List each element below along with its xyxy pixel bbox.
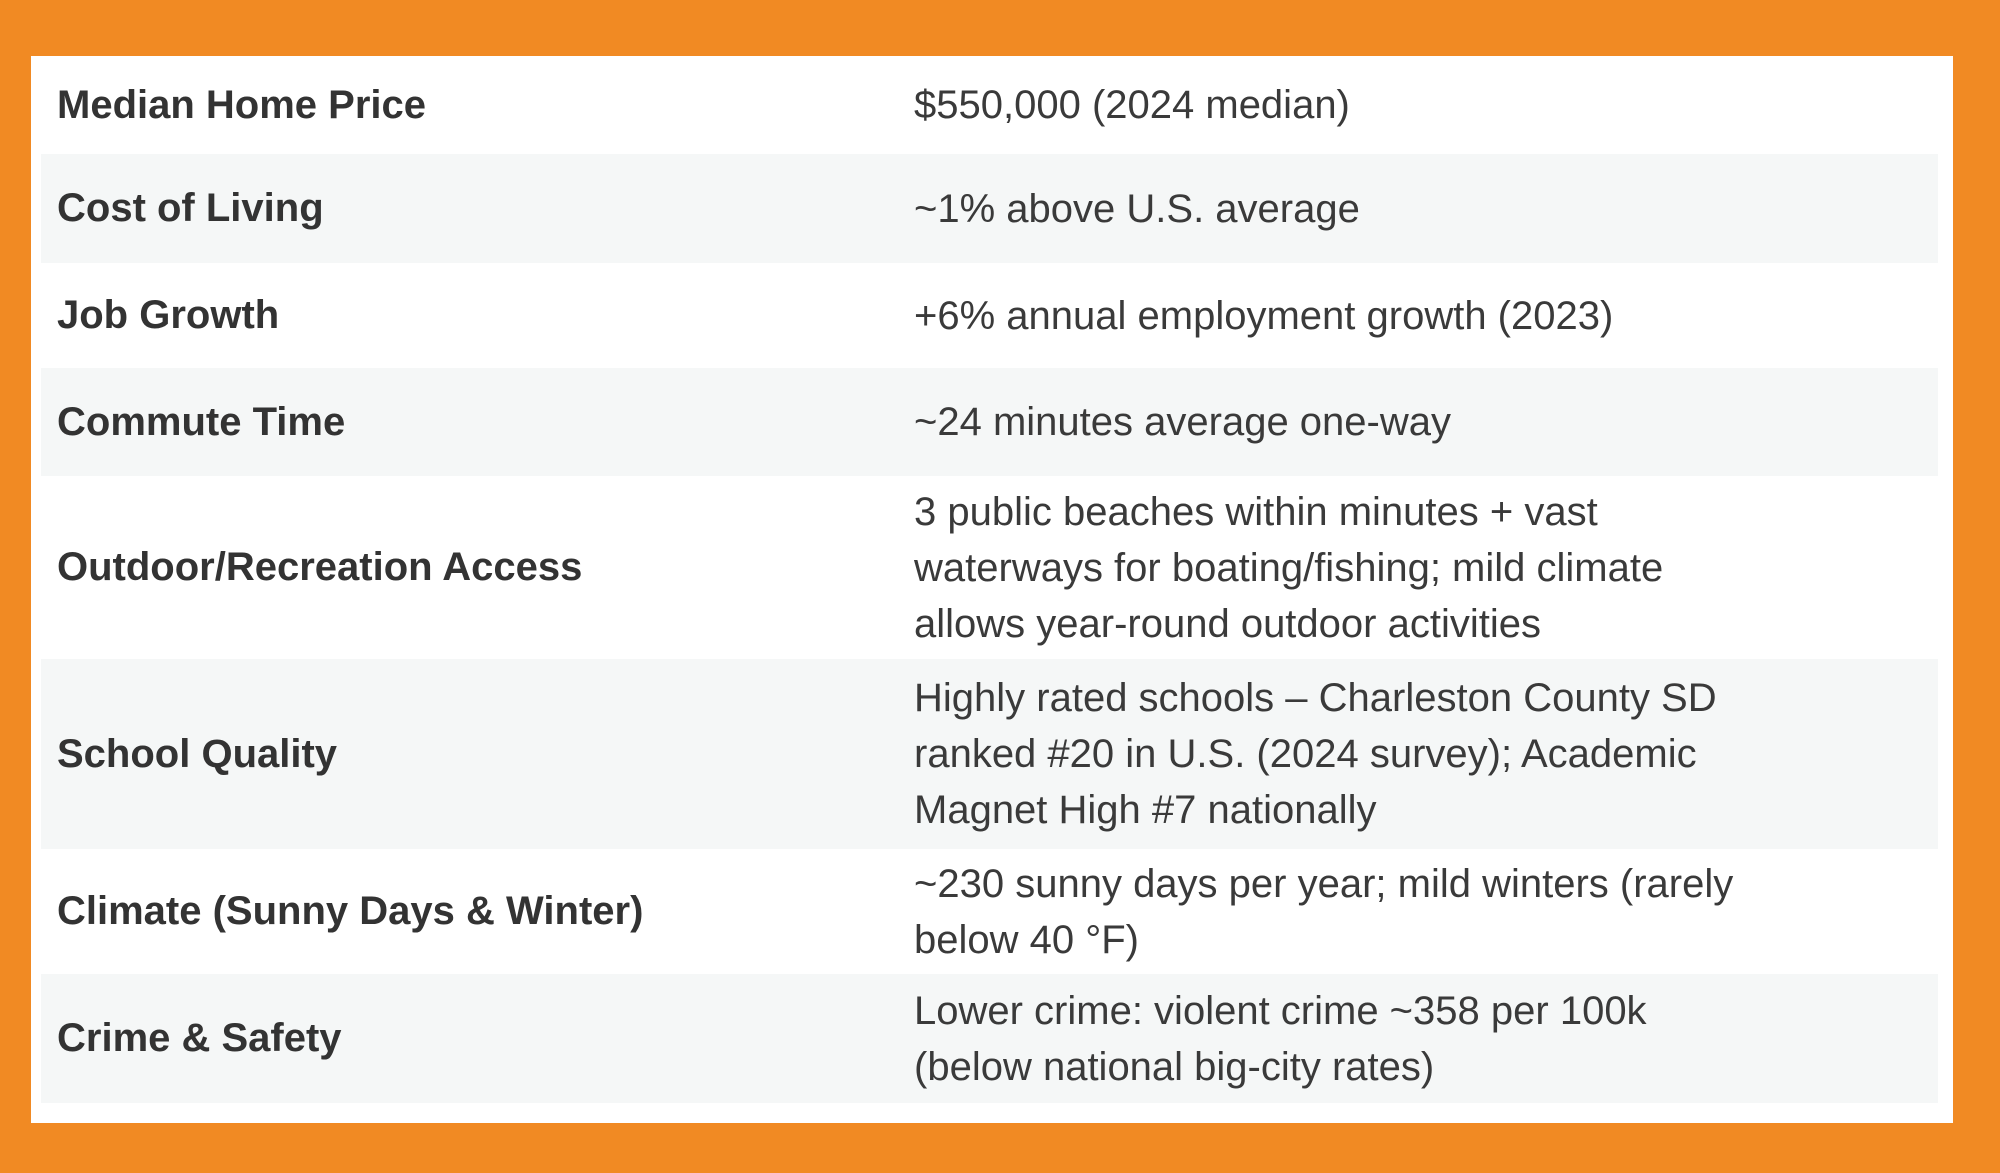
row-value: ~1% above U.S. average	[914, 181, 1360, 237]
row-label: Cost of Living	[57, 186, 324, 230]
value-line: ~24 minutes average one-way	[914, 400, 1451, 444]
value-line: ~230 sunny days per year; mild winters (…	[914, 861, 1734, 906]
table-row: Median Home Price $550,000 (2024 median)	[41, 56, 1938, 154]
row-label: Commute Time	[57, 399, 346, 444]
value-line: ~1% above U.S. average	[914, 186, 1360, 231]
value-line: allows year-round outdoor activities	[914, 601, 1541, 646]
row-label: Job Growth	[57, 293, 280, 337]
value-line: Magnet High #7 nationally	[914, 788, 1377, 832]
table-row: Cost of Living ~1% above U.S. average	[41, 154, 1938, 263]
row-label: Crime & Safety	[57, 1016, 342, 1060]
value-line: below 40 °F)	[914, 917, 1139, 962]
table-row: School Quality Highly rated schools – Cha…	[41, 659, 1938, 849]
table-panel: Median Home Price $550,000 (2024 median) C…	[31, 56, 1953, 1123]
row-value: +6% annual employment growth (2023)	[914, 288, 1613, 344]
row-label: Climate (Sunny Days & Winter)	[57, 889, 644, 933]
value-line: $550,000 (2024 median)	[914, 83, 1350, 127]
value-line: Lower crime: violent crime ~358 per 100k	[914, 988, 1647, 1033]
row-value: Lower crime: violent crime ~358 per 100k…	[914, 983, 1647, 1095]
value-line: waterways for boating/fishing; mild clim…	[914, 545, 1664, 590]
value-line: 3 public beaches within minutes + vast	[914, 489, 1598, 534]
table-row: Outdoor/Recreation Access 3 public beache…	[41, 476, 1938, 659]
value-line: (below national big-city rates)	[914, 1044, 1435, 1089]
value-line: ranked #20 in U.S. (2024 survey); Academ…	[914, 732, 1697, 776]
row-value: $550,000 (2024 median)	[914, 77, 1350, 133]
row-value: Highly rated schools – Charleston County…	[914, 670, 1717, 838]
row-value: ~24 minutes average one-way	[914, 394, 1451, 450]
value-line: Highly rated schools – Charleston County…	[914, 676, 1717, 720]
table-row: Job Growth +6% annual employment growth (…	[41, 263, 1938, 368]
row-label: Outdoor/Recreation Access	[57, 545, 583, 589]
table-row: Climate (Sunny Days & Winter) ~230 sunny …	[41, 849, 1938, 974]
row-value: ~230 sunny days per year; mild winters (…	[914, 856, 1733, 968]
row-label: School Quality	[57, 731, 338, 776]
value-line: +6% annual employment growth (2023)	[914, 293, 1614, 338]
row-value: 3 public beaches within minutes + vast wa…	[914, 484, 1663, 652]
row-label: Median Home Price	[57, 82, 427, 127]
table-row: Commute Time ~24 minutes average one-way	[41, 368, 1938, 476]
table-row: Crime & Safety Lower crime: violent crime…	[41, 974, 1938, 1103]
